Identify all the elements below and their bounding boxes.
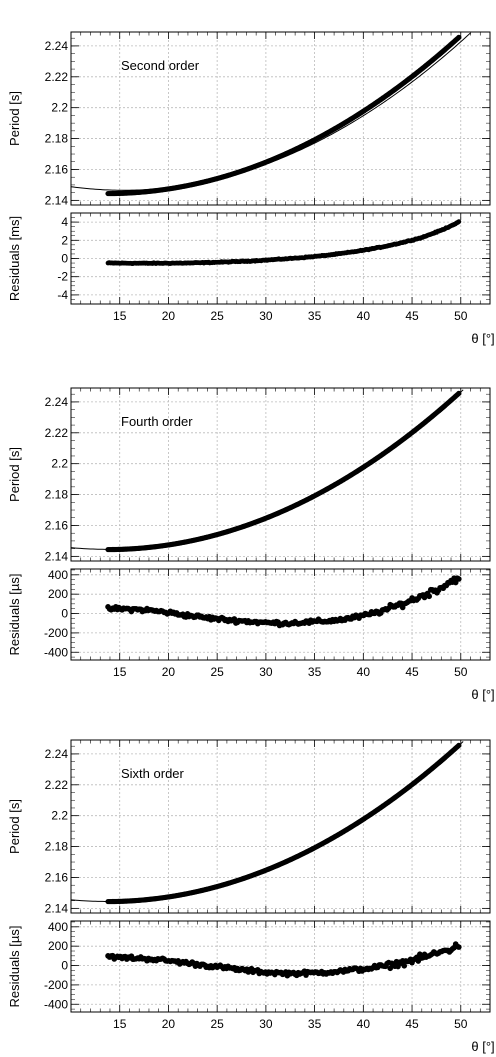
chart-panel-1: 2.14 2.16 2.18 2.2 2.22 2.24 Period [s] Second … [7,31,495,346]
x-tick-label: 30 [259,665,273,679]
x-tick-label: 45 [405,1017,419,1031]
y-tick-label: -200 [44,978,68,992]
chart-panel-2: 2.14 2.16 2.18 2.2 2.22 2.24 Period [s] Fourth … [7,387,495,702]
x-tick-label: 50 [454,665,468,679]
period-panel-frame [70,739,491,914]
y-tick-label: -400 [44,645,68,659]
residuals-panel-frame [70,920,491,1013]
residual-point [401,963,408,969]
y-tick-label: 2.14 [45,193,69,207]
residual-points [105,575,462,629]
period-points [105,34,462,197]
fit-curve [70,32,471,191]
chart-title: Second order [121,58,200,73]
x-tick-label: 15 [113,665,127,679]
y-tick-label: 0 [61,252,68,266]
y-tick-label: 2.16 [45,870,69,884]
x-tick-label: 25 [210,309,224,323]
residual-point [456,219,462,225]
period-panel-ylabel: Period [s] [7,447,22,502]
y-tick-label: 0 [61,607,68,621]
x-tick-label: 35 [308,1017,322,1031]
y-tick-label: 4 [61,215,68,229]
y-tick-label: 2.2 [51,101,68,115]
y-tick-label: -400 [44,997,68,1011]
x-tick-label: 20 [162,665,176,679]
y-tick-label: 2.16 [45,162,69,176]
y-tick-label: 2.24 [45,39,69,53]
chart-title: Fourth order [121,414,193,429]
x-axis-label: θ [°] [471,687,494,702]
residuals-panel-ylabel: Residuals [µs] [7,574,22,656]
x-tick-label: 30 [259,1017,273,1031]
x-tick-label: 35 [308,665,322,679]
period-panel-grid [71,740,490,913]
y-tick-label: 2.16 [45,518,69,532]
y-tick-label: 200 [48,587,68,601]
period-panel-grid [71,388,490,561]
y-tick-label: 2.14 [45,901,69,915]
x-tick-label: 25 [210,1017,224,1031]
y-tick-label: 2.14 [45,549,69,563]
fit-curve [70,741,464,902]
y-tick-label: 0 [61,959,68,973]
y-tick-label: 2.22 [45,426,69,440]
y-tick-label: 2.18 [45,488,69,502]
data-point [456,34,462,40]
x-tick-label: 50 [454,309,468,323]
residual-point [426,593,433,600]
y-tick-label: -200 [44,626,68,640]
residuals-panel-ylabel: Residuals [µs] [7,926,22,1008]
x-tick-label: 15 [113,309,127,323]
y-tick-label: 2.24 [45,747,69,761]
residuals-panel-frame [70,568,491,661]
x-axis-label: θ [°] [471,331,494,346]
period-panel-ylabel: Period [s] [7,91,22,146]
y-tick-label: 2.24 [45,395,69,409]
x-tick-label: 45 [405,665,419,679]
x-tick-label: 25 [210,665,224,679]
residuals-panel-ylabel: Residuals [ms] [7,216,22,301]
x-axis-label: θ [°] [471,1039,494,1054]
x-tick-label: 20 [162,309,176,323]
y-tick-label: 2.18 [45,132,69,146]
y-tick-label: 2.2 [51,457,68,471]
x-tick-label: 30 [259,309,273,323]
y-tick-label: 400 [48,568,68,582]
x-tick-label: 45 [405,309,419,323]
fit-curve [70,389,464,550]
y-tick-label: 2.22 [45,778,69,792]
residuals-panel-grid [71,921,490,1012]
y-tick-label: -4 [57,288,68,302]
x-tick-label: 40 [357,665,371,679]
y-tick-label: 2.22 [45,70,69,84]
y-tick-label: 200 [48,939,68,953]
residual-points [105,219,462,267]
x-tick-label: 15 [113,1017,127,1031]
period-panel-frame [70,387,491,562]
residual-point [456,576,462,582]
x-tick-label: 40 [357,1017,371,1031]
period-panel-grid [71,32,490,205]
period-panel-ylabel: Period [s] [7,799,22,854]
period-panel-frame [70,31,491,206]
residuals-panel-grid [71,569,490,660]
y-tick-label: 2.2 [51,809,68,823]
y-tick-label: -2 [57,270,68,284]
y-tick-label: 2.18 [45,840,69,854]
residual-points [105,941,462,979]
x-tick-label: 20 [162,1017,176,1031]
x-tick-label: 50 [454,1017,468,1031]
y-tick-label: 400 [48,920,68,934]
chart-panel-3: 2.14 2.16 2.18 2.2 2.22 2.24 Period [s] Sixth o… [7,739,495,1054]
residual-point [456,944,462,950]
y-tick-label: 2 [61,233,68,247]
chart-title: Sixth order [121,766,185,781]
x-tick-label: 40 [357,309,371,323]
x-tick-label: 35 [308,309,322,323]
